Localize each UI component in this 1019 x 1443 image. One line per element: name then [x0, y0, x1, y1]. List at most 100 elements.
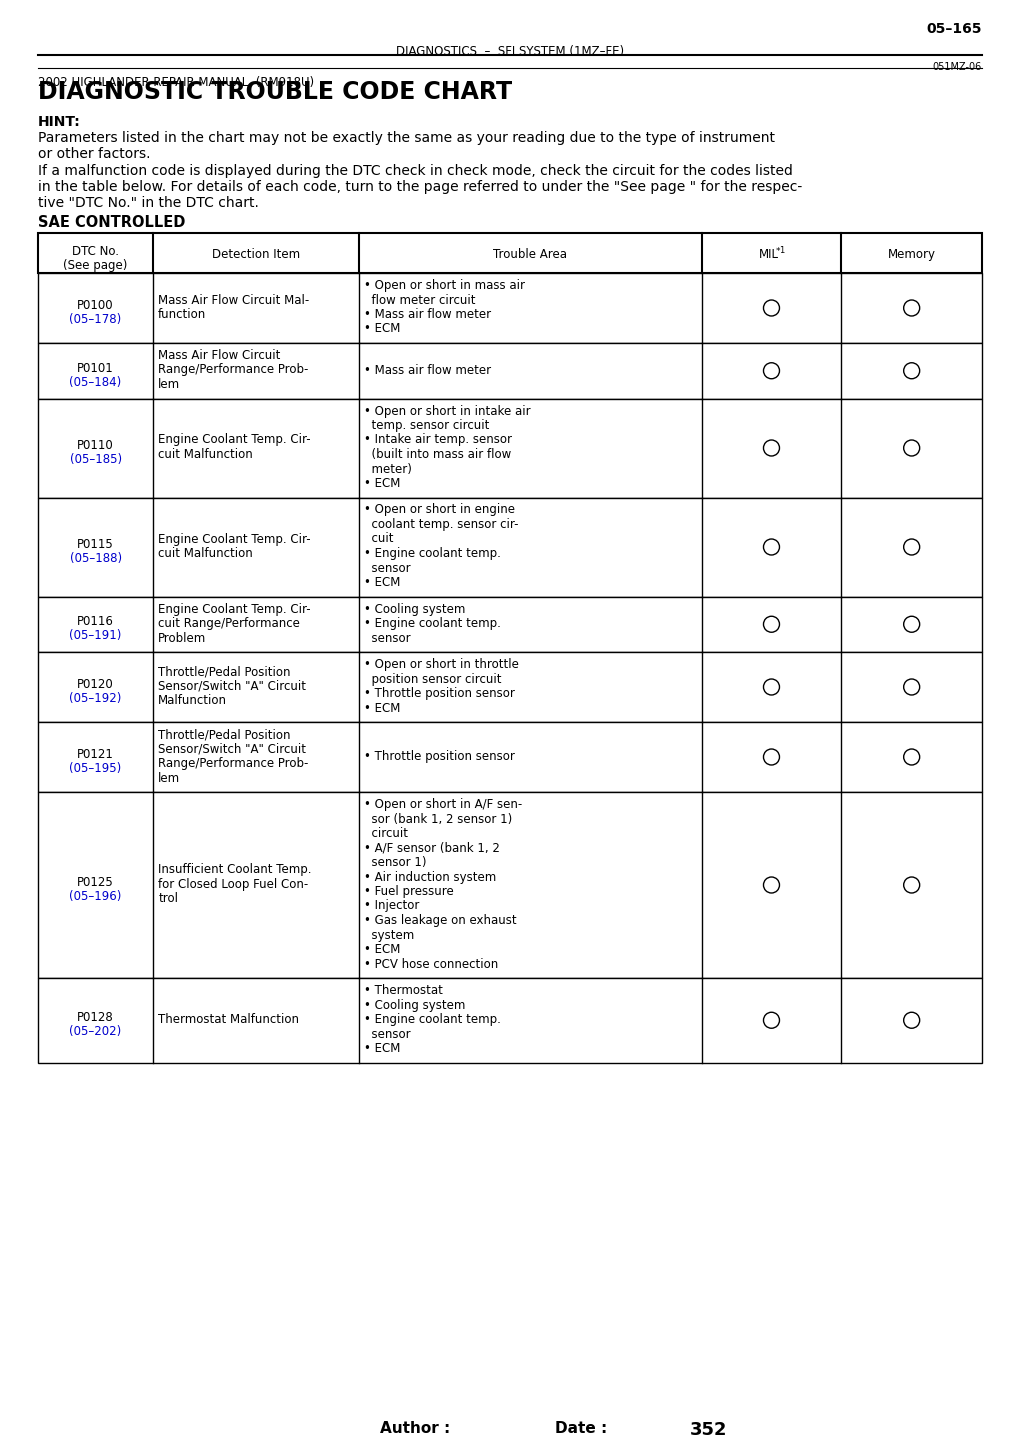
- Text: Engine Coolant Temp. Cir-: Engine Coolant Temp. Cir-: [158, 433, 311, 446]
- Text: P0120: P0120: [77, 678, 114, 691]
- Text: • Cooling system: • Cooling system: [364, 603, 465, 616]
- Text: • Gas leakage on exhaust: • Gas leakage on exhaust: [364, 913, 516, 926]
- Text: • ECM: • ECM: [364, 322, 399, 336]
- Text: cuit Malfunction: cuit Malfunction: [158, 547, 253, 560]
- Text: Sensor/Switch "A" Circuit: Sensor/Switch "A" Circuit: [158, 743, 306, 756]
- Text: Detection Item: Detection Item: [212, 248, 300, 261]
- Text: 1: 1: [779, 245, 784, 255]
- Text: P0110: P0110: [77, 439, 114, 452]
- Text: HINT:: HINT:: [38, 115, 81, 128]
- Text: • Engine coolant temp.: • Engine coolant temp.: [364, 618, 500, 631]
- Text: Engine Coolant Temp. Cir-: Engine Coolant Temp. Cir-: [158, 603, 311, 616]
- Text: *: *: [774, 247, 779, 255]
- Text: lem: lem: [158, 378, 180, 391]
- Text: Sensor/Switch "A" Circuit: Sensor/Switch "A" Circuit: [158, 680, 306, 693]
- Text: flow meter circuit: flow meter circuit: [364, 293, 475, 306]
- Text: circuit: circuit: [364, 827, 408, 840]
- Text: • A/F sensor (bank 1, 2: • A/F sensor (bank 1, 2: [364, 841, 499, 854]
- Text: 352: 352: [689, 1421, 727, 1439]
- Text: • Throttle position sensor: • Throttle position sensor: [364, 750, 515, 763]
- Text: Problem: Problem: [158, 632, 206, 645]
- Text: • Open or short in mass air: • Open or short in mass air: [364, 278, 525, 291]
- Bar: [38, 596, 981, 652]
- Text: MIL: MIL: [758, 248, 777, 261]
- Text: (05–178): (05–178): [69, 313, 121, 326]
- Text: (05–195): (05–195): [69, 762, 121, 775]
- Text: Throttle/Pedal Position: Throttle/Pedal Position: [158, 729, 290, 742]
- Text: Insufficient Coolant Temp.: Insufficient Coolant Temp.: [158, 863, 312, 876]
- Text: P0125: P0125: [77, 876, 114, 889]
- Bar: [38, 343, 981, 398]
- Text: Range/Performance Prob-: Range/Performance Prob-: [158, 758, 308, 771]
- Text: (05–191): (05–191): [69, 629, 121, 642]
- Bar: [38, 498, 981, 596]
- Text: Engine Coolant Temp. Cir-: Engine Coolant Temp. Cir-: [158, 532, 311, 545]
- Bar: [38, 398, 981, 498]
- Bar: [38, 652, 981, 722]
- Text: • Mass air flow meter: • Mass air flow meter: [364, 307, 490, 320]
- Text: • ECM: • ECM: [364, 701, 399, 714]
- Text: • ECM: • ECM: [364, 942, 399, 957]
- Text: Memory: Memory: [887, 248, 934, 261]
- Text: • ECM: • ECM: [364, 478, 399, 491]
- Text: meter): meter): [364, 463, 412, 476]
- Text: sensor 1): sensor 1): [364, 856, 426, 869]
- Text: function: function: [158, 307, 206, 320]
- Text: (05–196): (05–196): [69, 890, 121, 903]
- Text: P0115: P0115: [77, 538, 114, 551]
- Text: P0116: P0116: [77, 615, 114, 628]
- Text: temp. sensor circuit: temp. sensor circuit: [364, 418, 489, 431]
- Text: • Open or short in throttle: • Open or short in throttle: [364, 658, 519, 671]
- Text: • Intake air temp. sensor: • Intake air temp. sensor: [364, 433, 512, 446]
- Text: DIAGNOSTIC TROUBLE CODE CHART: DIAGNOSTIC TROUBLE CODE CHART: [38, 79, 512, 104]
- Text: (built into mass air flow: (built into mass air flow: [364, 447, 511, 460]
- Text: • PCV hose connection: • PCV hose connection: [364, 958, 497, 971]
- Text: P0100: P0100: [77, 299, 114, 312]
- Bar: [38, 232, 981, 273]
- Text: SAE CONTROLLED: SAE CONTROLLED: [38, 215, 185, 229]
- Text: • Engine coolant temp.: • Engine coolant temp.: [364, 547, 500, 560]
- Text: sensor: sensor: [364, 561, 411, 574]
- Text: • Fuel pressure: • Fuel pressure: [364, 885, 453, 898]
- Text: Trouble Area: Trouble Area: [493, 248, 567, 261]
- Text: (05–188): (05–188): [69, 553, 121, 566]
- Text: Parameters listed in the chart may not be exactly the same as your reading due t: Parameters listed in the chart may not b…: [38, 131, 774, 144]
- Bar: [38, 978, 981, 1062]
- Text: • Open or short in A/F sen-: • Open or short in A/F sen-: [364, 798, 522, 811]
- Text: system: system: [364, 928, 414, 941]
- Text: Thermostat Malfunction: Thermostat Malfunction: [158, 1013, 299, 1026]
- Text: DIAGNOSTICS  –  SFI SYSTEM (1MZ–FE): DIAGNOSTICS – SFI SYSTEM (1MZ–FE): [395, 45, 624, 58]
- Text: If a malfunction code is displayed during the DTC check in check mode, check the: If a malfunction code is displayed durin…: [38, 165, 792, 177]
- Text: or other factors.: or other factors.: [38, 147, 151, 162]
- Text: • Mass air flow meter: • Mass air flow meter: [364, 364, 490, 377]
- Text: • Open or short in intake air: • Open or short in intake air: [364, 404, 530, 417]
- Text: DTC No.: DTC No.: [72, 245, 119, 258]
- Text: • Cooling system: • Cooling system: [364, 999, 465, 1012]
- Text: (See page): (See page): [63, 258, 127, 271]
- Text: Range/Performance Prob-: Range/Performance Prob-: [158, 364, 308, 377]
- Text: Author :: Author :: [380, 1421, 449, 1436]
- Text: Throttle/Pedal Position: Throttle/Pedal Position: [158, 665, 290, 678]
- Text: P0128: P0128: [77, 1012, 114, 1025]
- Text: • Air induction system: • Air induction system: [364, 870, 495, 883]
- Text: (05–192): (05–192): [69, 693, 121, 706]
- Text: sor (bank 1, 2 sensor 1): sor (bank 1, 2 sensor 1): [364, 812, 512, 825]
- Text: sensor: sensor: [364, 1027, 411, 1040]
- Bar: [38, 792, 981, 978]
- Bar: [38, 722, 981, 792]
- Text: cuit Range/Performance: cuit Range/Performance: [158, 618, 300, 631]
- Text: 051MZ-06: 051MZ-06: [931, 62, 981, 72]
- Text: Malfunction: Malfunction: [158, 694, 227, 707]
- Text: position sensor circuit: position sensor circuit: [364, 672, 501, 685]
- Text: • Injector: • Injector: [364, 899, 419, 912]
- Text: 2002 HIGHLANDER REPAIR MANUAL  (RM918U): 2002 HIGHLANDER REPAIR MANUAL (RM918U): [38, 76, 314, 89]
- Bar: [38, 273, 981, 343]
- Text: P0101: P0101: [77, 362, 114, 375]
- Text: cuit: cuit: [364, 532, 393, 545]
- Text: cuit Malfunction: cuit Malfunction: [158, 447, 253, 460]
- Text: (05–202): (05–202): [69, 1025, 121, 1039]
- Text: lem: lem: [158, 772, 180, 785]
- Text: • Thermostat: • Thermostat: [364, 984, 442, 997]
- Text: for Closed Loop Fuel Con-: for Closed Loop Fuel Con-: [158, 877, 308, 890]
- Text: (05–185): (05–185): [69, 453, 121, 466]
